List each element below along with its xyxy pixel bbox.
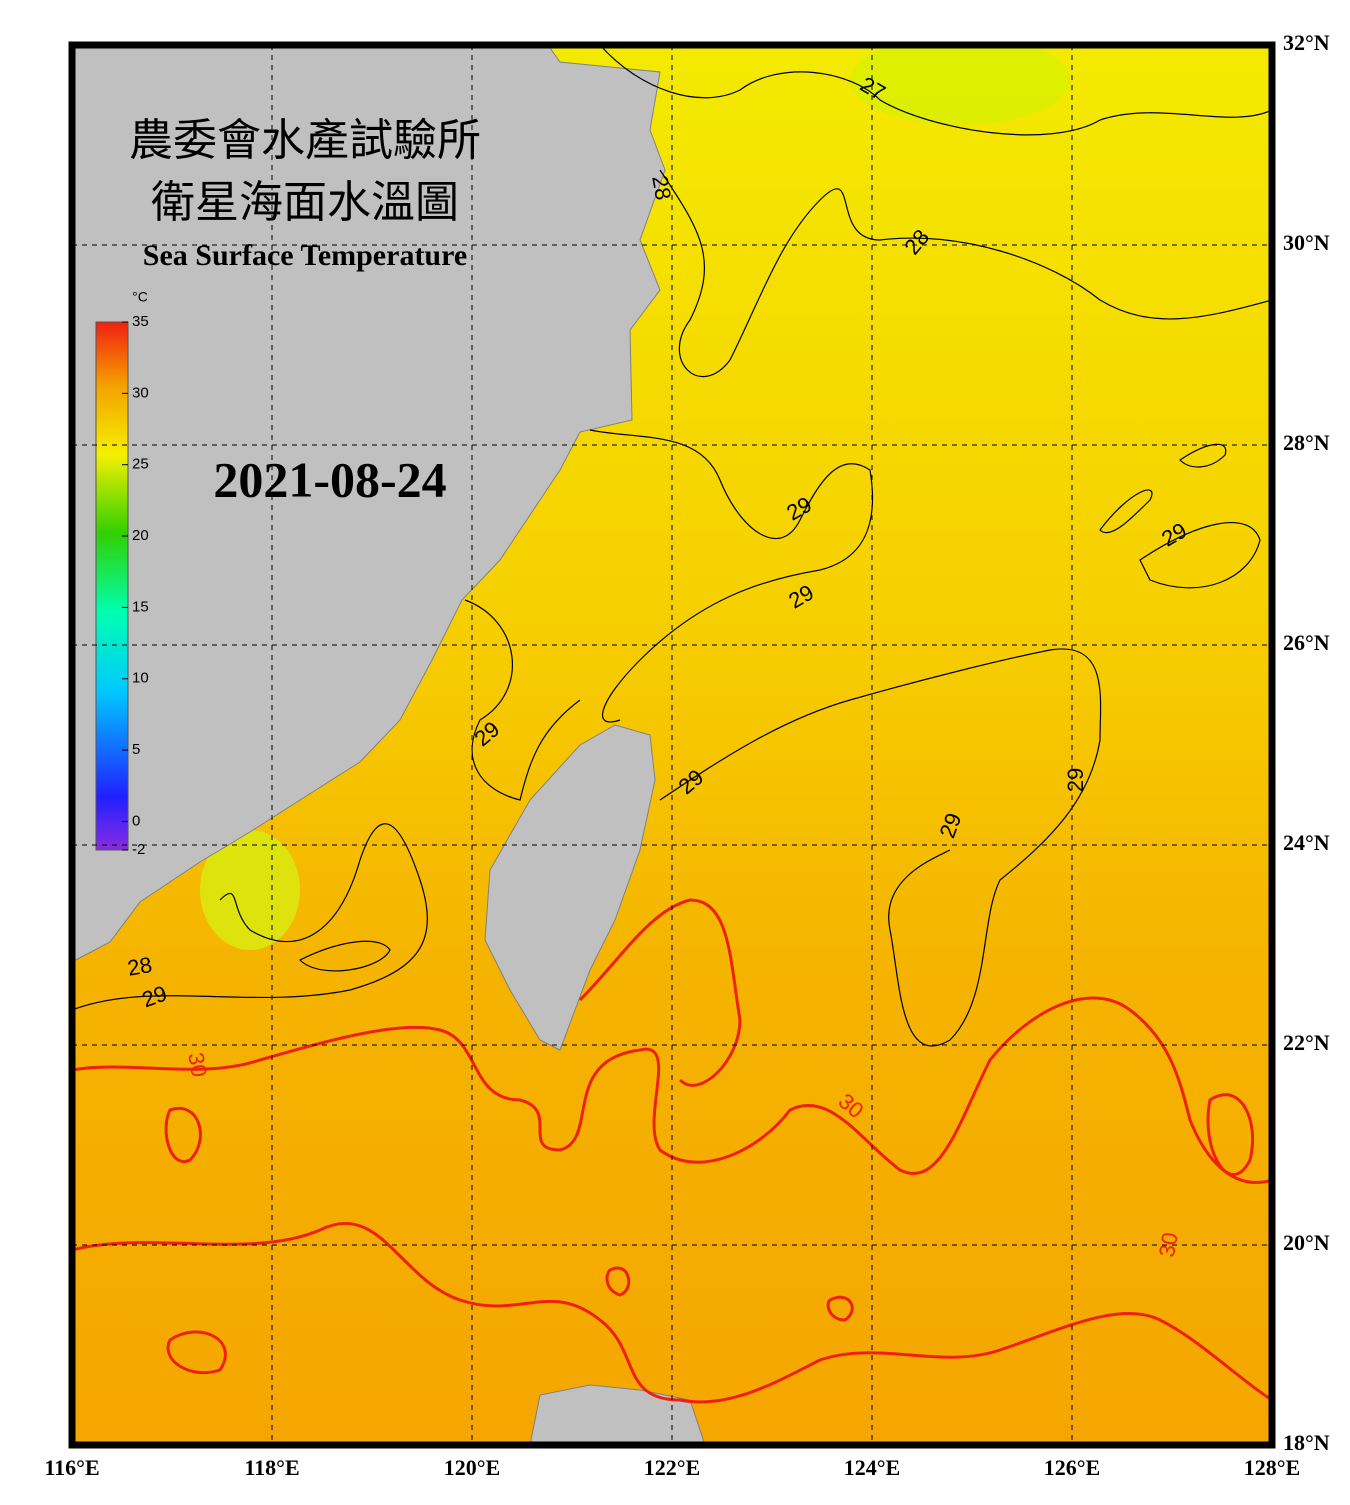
colorbar [95, 321, 129, 851]
x-tick-label: 124°E [844, 1455, 900, 1480]
cool-patch [200, 830, 300, 950]
x-tick-label: 122°E [644, 1455, 700, 1480]
luzon [529, 1384, 706, 1445]
colorbar-tick-label: 15 [132, 598, 149, 615]
contour-label: 28 [647, 173, 676, 201]
y-tick-label: 30°N [1283, 230, 1330, 255]
x-tick-label: 126°E [1044, 1455, 1100, 1480]
cool-patch [850, 45, 1070, 125]
contour-label: 30 [1154, 1230, 1183, 1258]
y-tick-label: 24°N [1283, 830, 1330, 855]
colorbar-unit: °C [132, 289, 148, 305]
x-tick-label: 118°E [244, 1455, 299, 1480]
x-tick-label: 128°E [1244, 1455, 1300, 1480]
taiwan [484, 724, 656, 1051]
y-tick-label: 18°N [1283, 1430, 1330, 1455]
colorbar-tick-label: 20 [132, 527, 149, 544]
title-zh-1: 農委會水產試驗所 [129, 116, 481, 165]
title-en: Sea Surface Temperature [143, 239, 467, 272]
colorbar-tick-label: 10 [132, 670, 149, 687]
colorbar-tick-label: -2 [132, 841, 145, 858]
colorbar-tick-label: 35 [132, 313, 149, 330]
mainland [72, 45, 666, 963]
contour-label: 30 [183, 1050, 212, 1078]
y-tick-label: 20°N [1283, 1230, 1330, 1255]
y-tick-label: 26°N [1283, 630, 1330, 655]
contours-red [72, 898, 1272, 1404]
title-zh-2: 衛星海面水溫圖 [151, 178, 459, 227]
y-tick-label: 22°N [1283, 1030, 1330, 1055]
colorbar-tick-label: 0 [132, 812, 140, 829]
x-tick-label: 120°E [444, 1455, 500, 1480]
x-tick-label: 116°E [44, 1455, 99, 1480]
colorbar-tick-label: 5 [132, 741, 140, 758]
colorbar-tick-label: 30 [132, 384, 149, 401]
contour-label: 29 [1063, 768, 1088, 792]
contour-label: 28 [125, 952, 153, 981]
y-tick-label: 28°N [1283, 430, 1330, 455]
date: 2021-08-24 [213, 451, 446, 507]
colorbar-tick-label: 25 [132, 456, 149, 473]
y-tick-label: 32°N [1283, 30, 1330, 55]
contours-black [72, 45, 1272, 1047]
